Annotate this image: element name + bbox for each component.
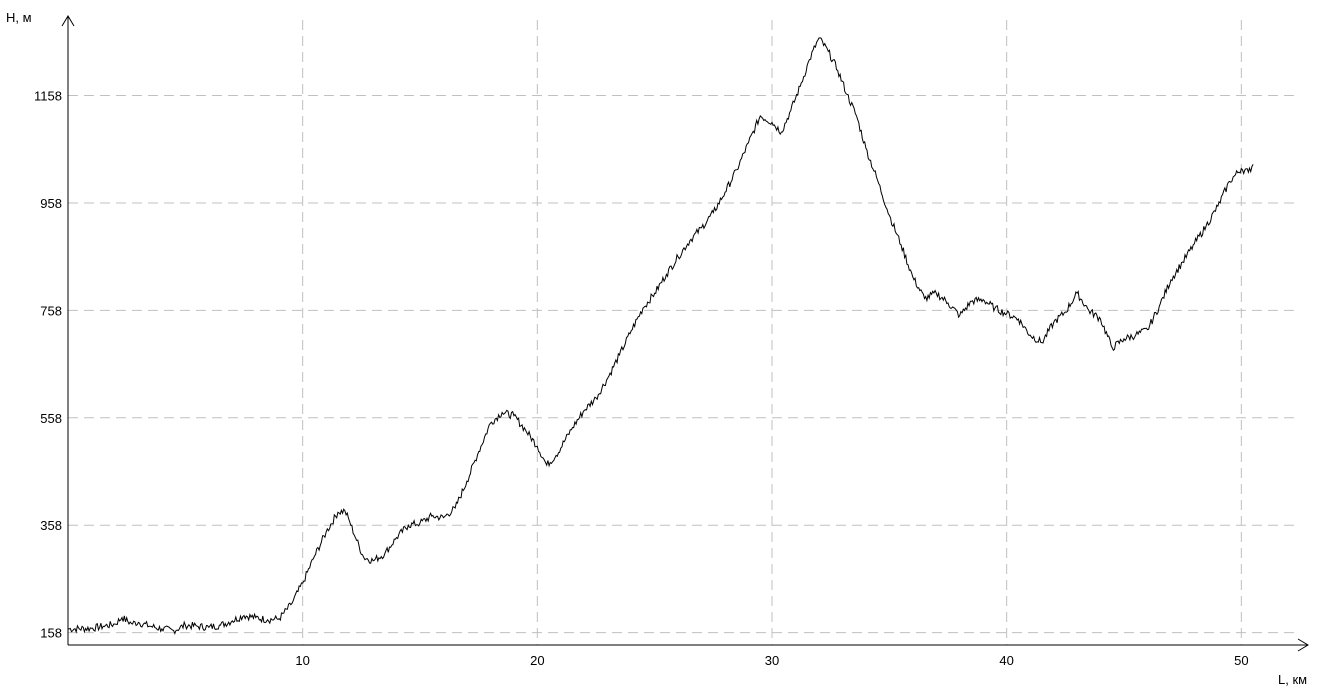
x-tick-label: 30 xyxy=(765,653,779,668)
series-line-elevation xyxy=(68,37,1254,635)
y-axis-title: H, м xyxy=(6,10,32,25)
y-tick-label: 758 xyxy=(40,303,62,318)
x-tick-label: 20 xyxy=(530,653,544,668)
x-tick-label: 10 xyxy=(295,653,309,668)
x-tick-label: 40 xyxy=(999,653,1013,668)
y-tick-label: 1158 xyxy=(34,89,62,104)
y-tick-labels: 158 358 558 758 958 1158 xyxy=(34,89,62,641)
x-tick-label: 50 xyxy=(1234,653,1248,668)
y-tick-label: 558 xyxy=(40,411,62,426)
x-tick-labels: 10 20 30 40 50 xyxy=(295,653,1248,668)
axes xyxy=(61,15,1309,652)
y-tick-label: 358 xyxy=(40,518,62,533)
x-axis-arrow-icon xyxy=(1297,638,1309,652)
y-tick-label: 158 xyxy=(40,626,62,641)
grid-lines xyxy=(68,20,1300,645)
y-tick-label: 958 xyxy=(40,196,62,211)
x-axis-title: L, км xyxy=(1278,672,1307,687)
y-axis-arrow-icon xyxy=(61,15,75,27)
